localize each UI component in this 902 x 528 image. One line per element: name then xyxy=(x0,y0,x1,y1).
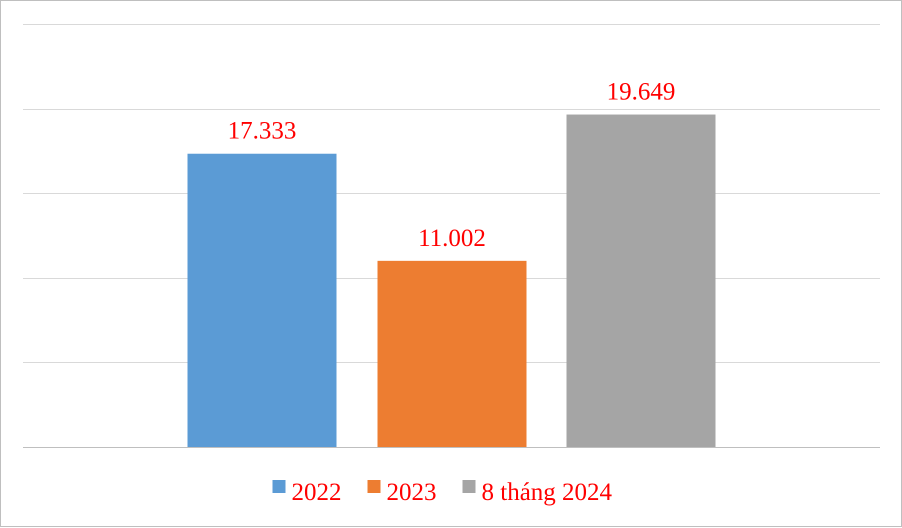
legend-swatch xyxy=(367,480,381,493)
legend-label: 8 tháng 2024 xyxy=(482,479,613,506)
bar-2023 xyxy=(377,260,527,447)
data-label: 19.649 xyxy=(607,79,676,106)
legend: 2022 2023 8 tháng 2024 xyxy=(272,479,613,506)
bars xyxy=(187,114,716,448)
legend-label: 2022 xyxy=(292,479,342,506)
bar-2022 xyxy=(187,153,337,447)
data-labels: 17.333 11.002 19.649 xyxy=(228,79,676,252)
legend-swatch xyxy=(462,480,476,493)
legend-label: 2023 xyxy=(387,479,437,506)
data-label: 17.333 xyxy=(228,118,297,145)
bar-8-tháng-2024 xyxy=(566,114,716,448)
legend-swatch xyxy=(272,480,286,493)
data-label: 11.002 xyxy=(418,225,486,252)
